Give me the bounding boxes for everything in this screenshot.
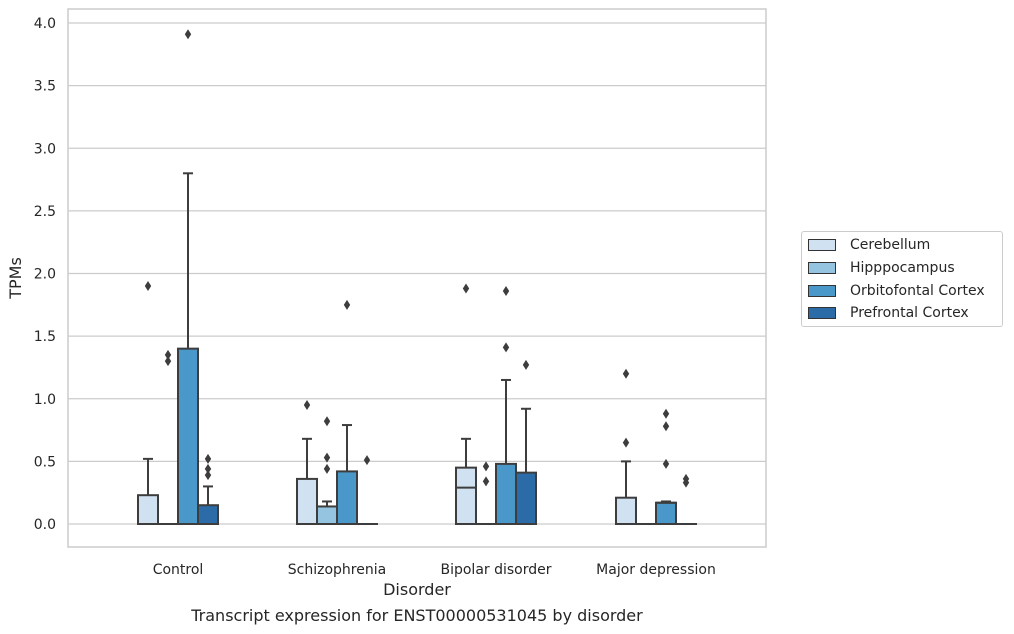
box-2-3 xyxy=(515,359,537,525)
outlier-point xyxy=(662,408,670,419)
outlier-point xyxy=(522,359,530,370)
outlier-point xyxy=(204,470,212,481)
box-3-3 xyxy=(675,473,697,526)
outlier-point xyxy=(164,349,172,360)
outlier-point xyxy=(343,299,351,310)
plot-area-frame xyxy=(67,8,767,548)
box-iqr xyxy=(316,505,338,525)
y-axis-ticks: 0.0 0.5 1.0 1.5 2.0 2.5 3.0 3.5 4.0 xyxy=(34,16,56,533)
box-groups xyxy=(137,29,697,526)
outlier-point xyxy=(204,453,212,464)
x-axis-ticks: Control Schizophrenia Bipolar disorder Majo… xyxy=(153,562,716,578)
box-0-0 xyxy=(137,281,159,526)
box-iqr xyxy=(495,462,517,526)
outlier-point xyxy=(682,473,690,484)
legend-item-cerebellum: Cerebellum xyxy=(808,236,930,254)
legend-swatch-prefrontal xyxy=(808,307,836,319)
y-axis-label: TPMs xyxy=(6,257,25,300)
legend-item-prefrontal: Prefrontal Cortex xyxy=(808,304,969,322)
outlier-point xyxy=(204,463,212,474)
legend-label-prefrontal: Prefrontal Cortex xyxy=(850,305,969,321)
chart-caption: Transcript expression for ENST0000053104… xyxy=(191,606,643,625)
outlier-point xyxy=(363,455,371,466)
box-iqr xyxy=(296,477,318,526)
outlier-point xyxy=(502,342,510,353)
legend-label-cerebellum: Cerebellum xyxy=(850,237,931,253)
outlier-point xyxy=(323,416,331,427)
box-iqr xyxy=(515,471,537,525)
outlier-point xyxy=(662,458,670,469)
box-1-3 xyxy=(356,455,378,526)
box-iqr xyxy=(197,504,219,525)
outlier-point xyxy=(303,400,311,411)
y-tick-label: 0.5 xyxy=(34,454,56,470)
box-0-3 xyxy=(197,453,219,525)
x-tick-label: Schizophrenia xyxy=(288,562,386,578)
box-1-0 xyxy=(296,400,318,526)
box-1-2 xyxy=(336,299,358,525)
outlier-point xyxy=(502,286,510,297)
outlier-point xyxy=(622,437,630,448)
legend-swatch-hippocampus xyxy=(808,262,836,274)
box-iqr xyxy=(615,496,637,526)
outlier-point xyxy=(323,452,331,463)
box-2-1 xyxy=(475,461,497,526)
legend-item-hippocampus: Hipppocampus xyxy=(808,259,955,277)
legend-swatch-orbitofrontal xyxy=(808,285,836,297)
outlier-point xyxy=(462,283,470,294)
outlier-point xyxy=(662,421,670,432)
y-tick-label: 0.0 xyxy=(34,517,56,533)
outlier-point xyxy=(622,368,630,379)
outlier-point xyxy=(482,461,490,472)
legend-item-orbitofrontal: Orbitofontal Cortex xyxy=(808,282,985,300)
legend-label-hippocampus: Hipppocampus xyxy=(850,260,955,276)
outlier-point xyxy=(482,476,490,487)
y-tick-label: 2.0 xyxy=(34,267,56,283)
box-0-1 xyxy=(157,349,179,526)
y-tick-label: 1.0 xyxy=(34,392,56,408)
box-iqr xyxy=(455,466,477,526)
box-iqr xyxy=(177,347,199,525)
y-tick-label: 3.5 xyxy=(34,79,56,95)
outlier-point xyxy=(184,29,192,40)
outlier-point xyxy=(323,463,331,474)
box-iqr xyxy=(655,501,677,525)
box-2-0 xyxy=(455,283,477,526)
grid-lines xyxy=(68,22,766,525)
x-tick-label: Bipolar disorder xyxy=(440,562,551,578)
box-0-2 xyxy=(177,29,199,525)
x-tick-label: Major depression xyxy=(596,562,716,578)
box-1-1 xyxy=(316,416,338,525)
x-tick-label: Control xyxy=(153,562,204,578)
box-3-2 xyxy=(655,408,677,525)
box-iqr xyxy=(336,470,358,525)
box-3-0 xyxy=(615,368,637,526)
y-tick-label: 1.5 xyxy=(34,329,56,345)
box-2-2 xyxy=(495,286,517,526)
box-iqr xyxy=(137,494,159,526)
outlier-point xyxy=(144,281,152,292)
outlier-point xyxy=(164,356,172,367)
y-tick-label: 4.0 xyxy=(34,16,56,32)
y-tick-label: 2.5 xyxy=(34,204,56,220)
chart-legend: Cerebellum Hipppocampus Orbitofontal Cor… xyxy=(801,231,1003,327)
x-axis-label: Disorder xyxy=(383,580,451,599)
y-tick-label: 3.0 xyxy=(34,141,56,157)
legend-label-orbitofrontal: Orbitofontal Cortex xyxy=(850,283,985,299)
legend-swatch-cerebellum xyxy=(808,239,836,251)
